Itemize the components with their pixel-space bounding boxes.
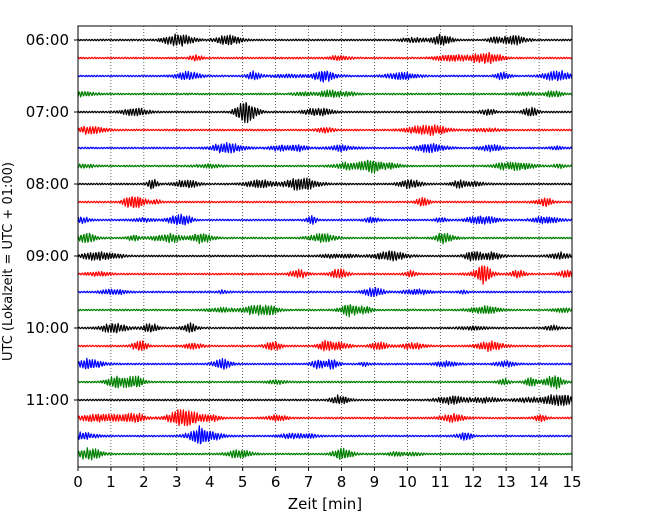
x-axis-ticks: 0 1 2 3 4 5 6 7 8 9 10 11 12 13 14 15 [73,467,582,491]
plot-frame [77,25,573,468]
y-tick-label: 11:00 [26,391,69,409]
x-tick-label: 13 [497,473,516,491]
y-tick-label: 10:00 [26,319,69,337]
trace-0715 [77,124,573,137]
x-tick-label: 0 [73,473,83,491]
x-tick-label: 5 [238,473,248,491]
x-tick-label: 11 [431,473,450,491]
trace-0745 [77,159,573,174]
trace-0930 [77,287,573,298]
trace-1045 [77,375,573,390]
trace-0945 [77,304,573,318]
y-tick-label: 07:00 [26,103,69,121]
trace-0830 [77,213,573,226]
x-tick-label: 10 [398,473,417,491]
x-tick-label: 2 [139,473,149,491]
trace-1130 [77,425,573,445]
y-axis-ticks: 06:00 07:00 08:00 09:00 10:00 11:00 [26,31,78,409]
trace-0900 [77,250,573,262]
trace-0730 [77,142,573,154]
x-tick-label: 7 [304,473,314,491]
trace-0915 [77,265,573,285]
trace-0615 [77,51,573,65]
trace-1145 [77,447,573,461]
trace-1100 [77,394,573,407]
x-tick-label: 6 [271,473,281,491]
trace-1030 [77,357,573,370]
seismogram-traces [77,33,573,461]
x-tick-label: 14 [530,473,549,491]
x-tick-label: 4 [205,473,215,491]
x-tick-label: 15 [562,473,581,491]
x-tick-label: 8 [337,473,347,491]
y-tick-label: 09:00 [26,247,69,265]
trace-1115 [77,409,573,427]
trace-0800 [77,177,573,191]
trace-0700 [77,102,573,124]
x-axis-title: Zeit [min] [288,495,362,513]
x-tick-label: 9 [370,473,380,491]
x-tick-label: 12 [464,473,483,491]
y-tick-label: 08:00 [26,175,69,193]
trace-1015 [77,339,573,352]
trace-0630 [77,70,573,83]
trace-0645 [77,89,573,98]
x-tick-label: 1 [106,473,116,491]
x-tick-label: 3 [172,473,182,491]
trace-0815 [77,196,573,209]
y-tick-label: 06:00 [26,31,69,49]
y-axis-title: UTC (Lokalzeit = UTC + 01:00) [1,162,16,361]
trace-1000 [77,322,573,334]
trace-0600 [77,33,573,47]
trace-0845 [77,232,573,245]
